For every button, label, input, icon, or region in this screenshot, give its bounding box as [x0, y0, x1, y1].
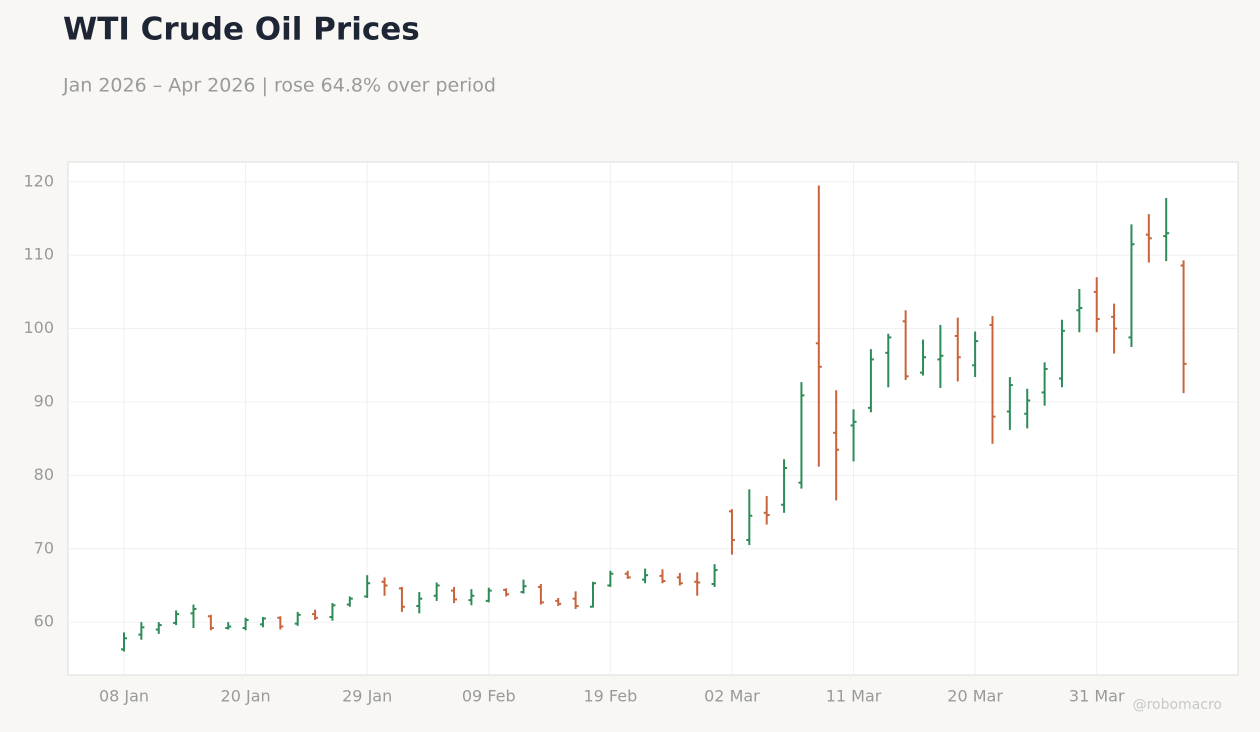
x-tick-label: 29 Jan	[342, 687, 392, 706]
x-tick-label: 19 Feb	[583, 687, 637, 706]
chart-subtitle: Jan 2026 – Apr 2026 | rose 64.8% over pe…	[62, 75, 496, 97]
x-tick-label: 31 Mar	[1069, 687, 1125, 706]
plot-area	[67, 161, 1239, 676]
y-tick-label: 60	[34, 612, 54, 631]
x-tick-label: 08 Jan	[99, 687, 149, 706]
x-tick-label: 09 Feb	[462, 687, 516, 706]
chart-title: WTI Crude Oil Prices	[63, 12, 420, 48]
y-tick-label: 100	[23, 318, 54, 337]
y-tick-label: 120	[23, 171, 54, 190]
watermark: @robomacro	[1133, 697, 1222, 713]
y-tick-label: 110	[23, 245, 54, 264]
x-tick-label: 02 Mar	[704, 687, 760, 706]
x-tick-label: 20 Mar	[947, 687, 1003, 706]
y-tick-label: 80	[34, 465, 54, 484]
y-tick-label: 90	[34, 391, 54, 410]
x-tick-label: 20 Jan	[221, 687, 271, 706]
x-tick-label: 11 Mar	[826, 687, 882, 706]
y-tick-label: 70	[34, 538, 54, 557]
